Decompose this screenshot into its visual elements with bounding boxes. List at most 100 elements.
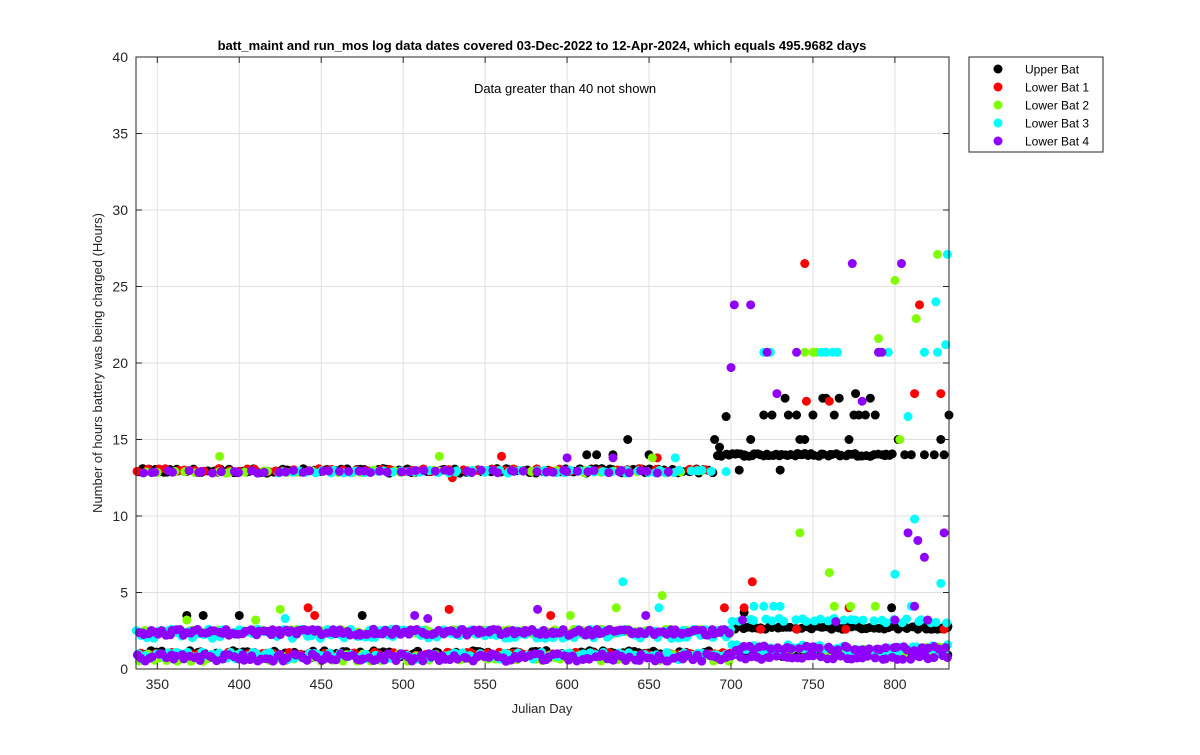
data-point	[800, 259, 810, 269]
data-point	[846, 601, 856, 611]
data-point	[419, 466, 429, 476]
data-point	[357, 610, 367, 620]
data-point	[721, 412, 731, 422]
data-point	[756, 624, 766, 634]
data-point	[772, 389, 782, 399]
data-point	[546, 610, 556, 620]
data-point	[247, 651, 257, 661]
data-point	[461, 653, 471, 663]
y-tick-label: 10	[112, 508, 128, 524]
legend-item: Lower Bat 3	[993, 117, 1089, 131]
data-point	[497, 451, 507, 461]
data-point	[936, 578, 946, 588]
data-point	[913, 624, 923, 634]
data-point	[409, 654, 419, 664]
legend-label: Lower Bat 3	[1025, 117, 1089, 131]
data-point	[858, 615, 868, 625]
data-point	[234, 610, 244, 620]
data-point	[411, 466, 421, 476]
ticks: 350 400 450 500 550 600 650 700 750 800 0 5 10 15 20 25…	[112, 49, 949, 692]
y-tick-label: 25	[112, 279, 128, 295]
data-point	[310, 610, 320, 620]
data-point	[582, 450, 592, 460]
data-point	[942, 618, 952, 628]
data-point	[344, 466, 354, 476]
data-point	[251, 615, 261, 625]
data-point	[710, 435, 720, 444]
data-point	[274, 467, 284, 477]
data-point	[641, 610, 651, 620]
data-point	[697, 656, 707, 666]
data-point	[834, 393, 844, 403]
data-point	[726, 651, 736, 661]
data-point	[795, 528, 805, 538]
data-point	[863, 651, 873, 661]
data-point	[198, 610, 208, 620]
data-point	[929, 653, 939, 663]
legend-marker	[993, 118, 1003, 128]
data-point	[940, 643, 950, 653]
data-point	[906, 450, 916, 460]
data-point	[910, 389, 920, 399]
data-point	[253, 468, 263, 478]
data-point	[657, 591, 667, 601]
data-point	[801, 616, 811, 626]
data-point	[233, 468, 243, 478]
legend-item: Upper Bat	[993, 63, 1080, 77]
data-point	[926, 624, 936, 634]
data-point	[808, 410, 818, 420]
data-point	[786, 644, 796, 654]
legend-label: Lower Bat 1	[1025, 81, 1089, 95]
data-point	[865, 393, 875, 403]
data-point	[892, 642, 902, 652]
data-point	[697, 465, 707, 475]
data-point	[792, 347, 802, 357]
data-point	[824, 396, 834, 406]
data-point	[324, 466, 334, 476]
data-point	[147, 652, 157, 662]
data-point	[933, 624, 943, 634]
data-point	[887, 603, 897, 613]
data-point	[747, 577, 757, 587]
data-point	[670, 625, 680, 635]
data-point	[334, 467, 344, 477]
data-point	[616, 465, 626, 475]
data-point	[663, 467, 673, 477]
data-point	[727, 616, 737, 626]
data-point	[916, 615, 926, 625]
data-point	[836, 651, 846, 661]
data-point	[493, 468, 503, 478]
data-point	[611, 603, 621, 613]
data-point	[890, 569, 900, 579]
data-point	[167, 467, 177, 477]
data-point	[365, 467, 375, 477]
legend-marker	[993, 136, 1003, 146]
data-point	[562, 466, 572, 476]
data-point	[850, 615, 860, 625]
data-point	[933, 249, 943, 259]
data-point	[903, 412, 913, 422]
data-point	[259, 467, 269, 477]
data-point	[302, 655, 312, 665]
data-point	[150, 467, 160, 477]
data-point	[216, 467, 226, 477]
data-point	[542, 467, 552, 477]
data-point	[759, 601, 769, 611]
data-point	[800, 435, 810, 444]
data-point	[589, 466, 599, 476]
data-point	[765, 653, 775, 663]
data-point	[775, 601, 785, 611]
data-point	[303, 603, 313, 613]
data-point	[759, 410, 769, 420]
data-point	[783, 410, 793, 420]
data-point	[396, 467, 406, 477]
data-point	[791, 615, 801, 625]
x-tick-label: 600	[555, 676, 579, 692]
data-point	[674, 465, 684, 475]
data-point	[919, 450, 929, 460]
data-point	[910, 514, 920, 524]
x-tick-label: 400	[228, 676, 252, 692]
data-point	[847, 259, 857, 269]
data-point	[890, 615, 900, 625]
x-tick-label: 700	[719, 676, 743, 692]
